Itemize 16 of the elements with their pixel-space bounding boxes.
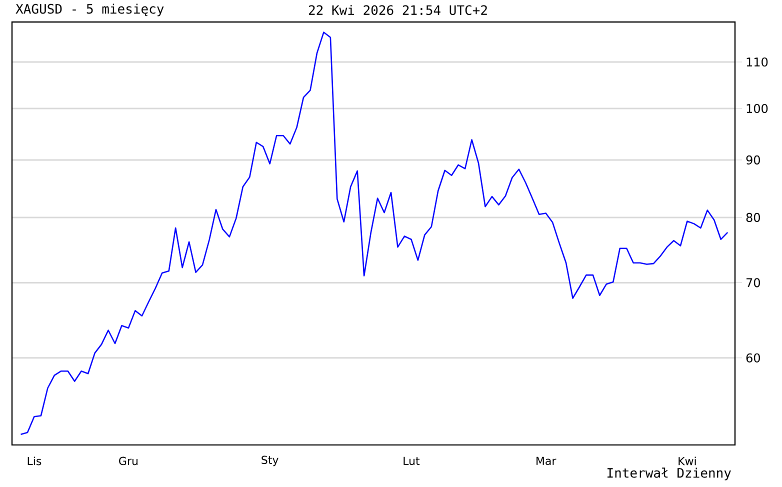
y-tick-label: 110: [746, 57, 768, 67]
y-tick-label: 100: [746, 104, 768, 114]
y-tick-label: 80: [746, 212, 760, 222]
x-tick-label: Mar: [536, 456, 556, 466]
x-tick-label: Kwi: [678, 456, 696, 466]
x-tick-label: Sty: [262, 456, 278, 466]
y-tick-label: 70: [746, 278, 760, 288]
chart-title: XAGUSD - 5 miesięcy: [16, 4, 164, 16]
chart-subtitle: 22 Kwi 2026 21:54 UTC+2: [308, 4, 487, 16]
text: Interwał Dzienny: [608, 468, 731, 480]
line-series: [20, 32, 728, 436]
y-tick-label: 90: [746, 155, 760, 164]
x-tick-label: Lut: [404, 456, 420, 466]
x-tick-label: Gru: [119, 456, 138, 466]
x-tick-label: Lis: [28, 456, 42, 466]
y-tick-label: 60: [746, 353, 760, 362]
